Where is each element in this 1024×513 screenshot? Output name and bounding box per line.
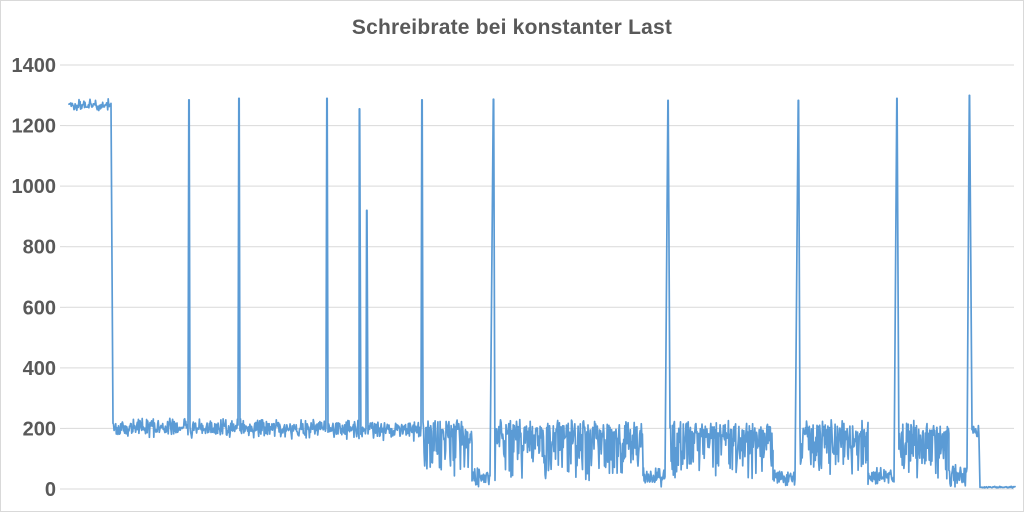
y-tick-label: 1000 <box>12 176 57 198</box>
series-line <box>68 94 1016 489</box>
y-tick-label: 600 <box>23 297 56 319</box>
y-tick-label: 200 <box>23 418 56 440</box>
y-axis-labels-group: 0 200 400 600 800 1000 1200 1400 <box>12 55 57 501</box>
y-tick-label: 400 <box>23 358 56 380</box>
series-group <box>68 94 1016 489</box>
y-tick-label: 0 <box>45 479 56 501</box>
chart-title: Schreibrate bei konstanter Last <box>351 16 673 39</box>
y-tick-label: 800 <box>23 237 56 259</box>
y-tick-label: 1400 <box>12 55 57 77</box>
y-tick-label: 1200 <box>12 116 57 138</box>
gridlines-group <box>60 64 1014 490</box>
